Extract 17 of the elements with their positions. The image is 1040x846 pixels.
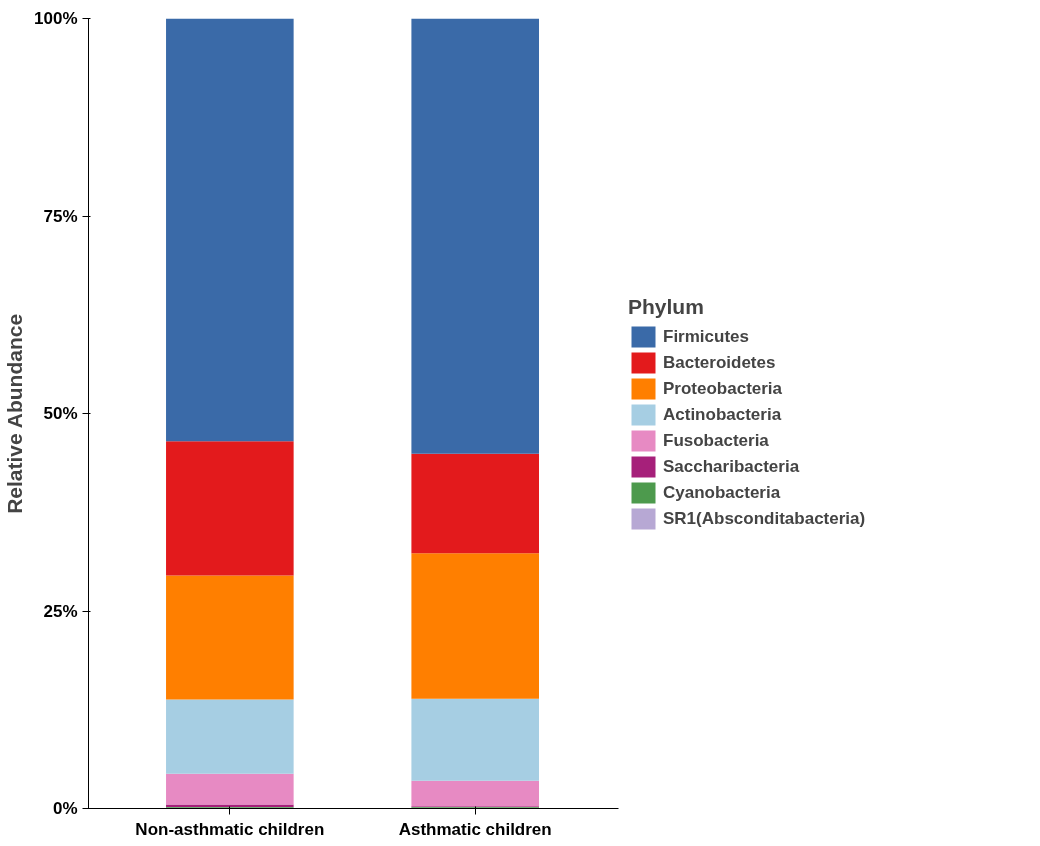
legend-label: Cyanobacteria [663, 481, 781, 504]
y-tick-label: 75% [43, 206, 78, 226]
y-tick-label: 0% [52, 799, 78, 818]
legend-label: SR1(Absconditabacteria) [663, 507, 866, 530]
legend-label: Actinobacteria [663, 403, 782, 426]
legend-label: Firmicutes [663, 325, 749, 348]
x-tick-label: Non-asthmatic children [135, 819, 325, 839]
legend-title: Phylum [628, 294, 705, 319]
y-tick-label: 50% [43, 404, 78, 423]
y-axis-title: Relative Abundance [3, 313, 27, 514]
legend-label: Bacteroidetes [663, 351, 776, 374]
x-tick-label: Asthmatic children [398, 819, 552, 839]
legend-label: Proteobacteria [663, 377, 783, 400]
y-tick-label: 100% [34, 9, 78, 28]
y-tick-label: 25% [43, 601, 78, 621]
legend-label: Fusobacteria [663, 429, 769, 452]
legend-label: Saccharibacteria [663, 455, 800, 478]
